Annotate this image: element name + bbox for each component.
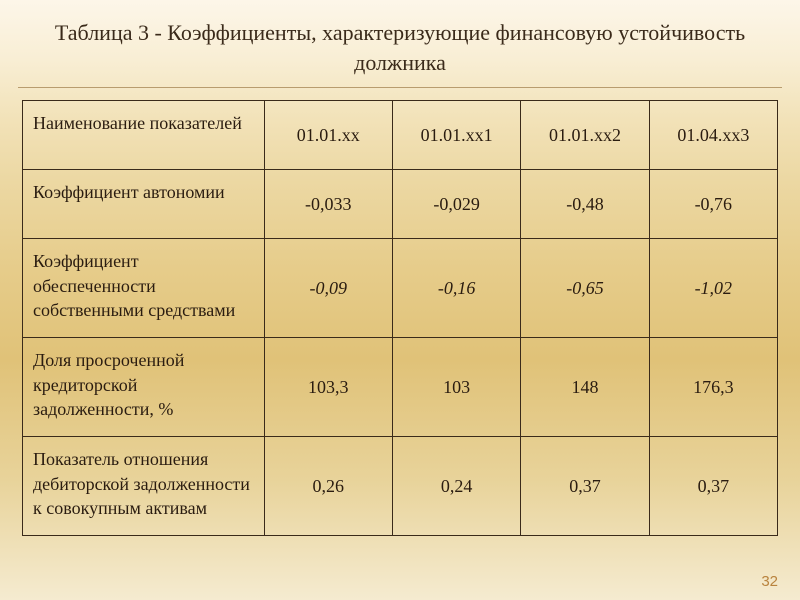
row-name: Доля просроченной кредиторской задолженн…: [23, 338, 265, 437]
cell: -0,033: [264, 170, 392, 239]
col-header-1: 01.01.хх: [264, 101, 392, 170]
cell: -0,029: [392, 170, 520, 239]
cell: -0,65: [521, 239, 649, 338]
cell: -0,48: [521, 170, 649, 239]
cell: 103: [392, 338, 520, 437]
table-row: Коэффициент автономии -0,033 -0,029 -0,4…: [23, 170, 778, 239]
cell: 0,37: [521, 437, 649, 536]
cell: 176,3: [649, 338, 777, 437]
table-row: Коэффициент обеспеченности собственными …: [23, 239, 778, 338]
row-name: Коэффициент автономии: [23, 170, 265, 239]
col-header-3: 01.01.хх2: [521, 101, 649, 170]
cell: 0,24: [392, 437, 520, 536]
cell: -0,09: [264, 239, 392, 338]
title-divider: [18, 87, 782, 88]
page-title: Таблица 3 - Коэффициенты, характеризующи…: [0, 0, 800, 87]
cell: 0,37: [649, 437, 777, 536]
col-header-4: 01.04.хх3: [649, 101, 777, 170]
cell: 0,26: [264, 437, 392, 536]
col-header-name: Наименование показателей: [23, 101, 265, 170]
cell: 103,3: [264, 338, 392, 437]
col-header-2: 01.01.хх1: [392, 101, 520, 170]
cell: 148: [521, 338, 649, 437]
table-header-row: Наименование показателей 01.01.хх 01.01.…: [23, 101, 778, 170]
page-number: 32: [761, 573, 778, 590]
cell: -0,76: [649, 170, 777, 239]
cell: -0,16: [392, 239, 520, 338]
row-name: Показатель отношения дебиторской задолже…: [23, 437, 265, 536]
row-name: Коэффициент обеспеченности собственными …: [23, 239, 265, 338]
coefficients-table: Наименование показателей 01.01.хх 01.01.…: [22, 100, 778, 536]
table-container: Наименование показателей 01.01.хх 01.01.…: [0, 96, 800, 536]
table-row: Показатель отношения дебиторской задолже…: [23, 437, 778, 536]
table-row: Доля просроченной кредиторской задолженн…: [23, 338, 778, 437]
cell: -1,02: [649, 239, 777, 338]
